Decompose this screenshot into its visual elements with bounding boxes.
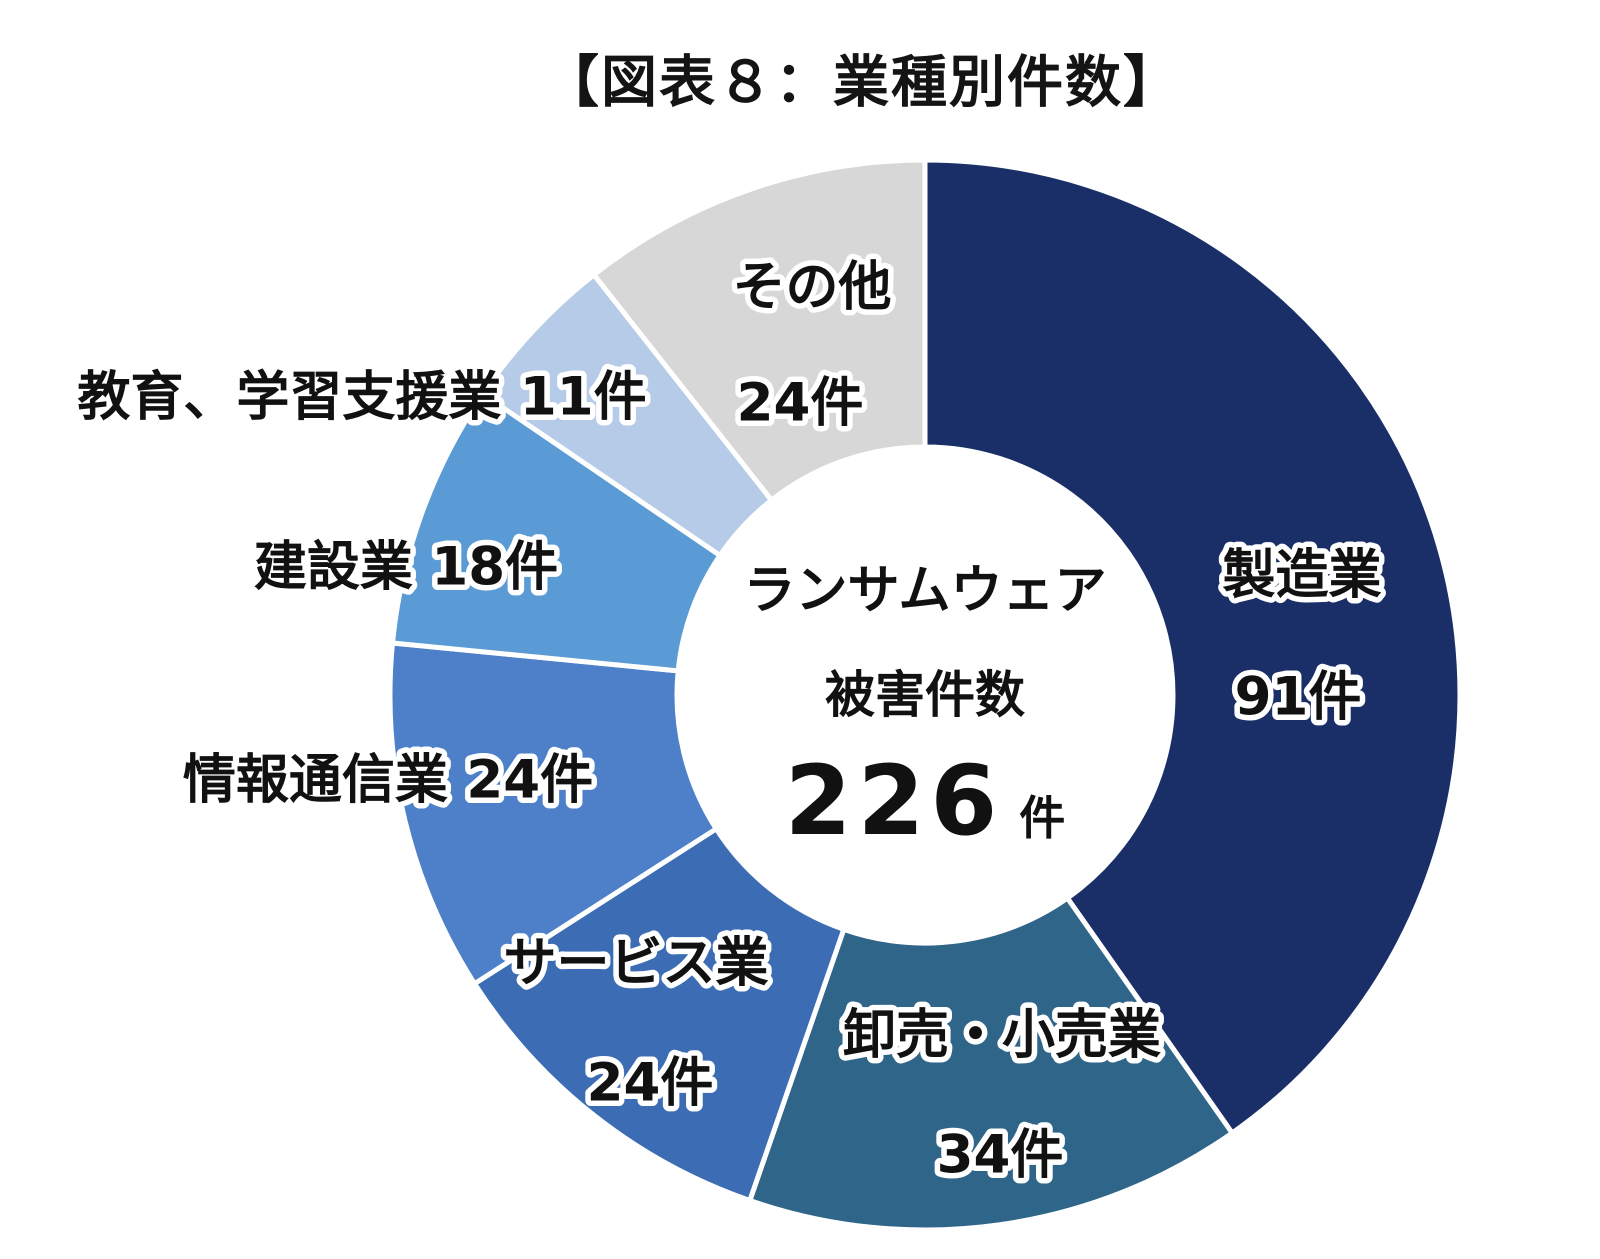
slice-label-2-line2: 24件 bbox=[587, 1053, 714, 1114]
slice-label-0-line2: 91件 bbox=[1235, 667, 1362, 728]
pie-slice-1 bbox=[747, 895, 1235, 1233]
slice-label-1-line1: 卸売・小売業 bbox=[843, 1005, 1161, 1066]
pie-slice-6 bbox=[591, 157, 928, 503]
slice-label-3: 情報通信業 24件 bbox=[183, 750, 593, 811]
slice-label-2-line1: サービス業 bbox=[504, 933, 769, 994]
pie-slice-0 bbox=[922, 157, 1463, 1136]
pie-slice-3 bbox=[387, 640, 719, 987]
slice-label-6-line1: その他 bbox=[733, 257, 892, 318]
donut-center-label: ランサムウェア 被害件数 226 件 bbox=[744, 548, 1107, 857]
center-label-line2: 被害件数 bbox=[825, 666, 1025, 724]
slice-label-5: 教育、学習支援業 11件 bbox=[77, 367, 646, 428]
center-total-unit: 件 bbox=[1019, 791, 1066, 845]
center-total-row: 226 件 bbox=[744, 745, 1107, 857]
slice-label-6-line2: 24件 bbox=[737, 373, 864, 434]
slice-label-4: 建設業 18件 bbox=[254, 537, 558, 598]
slice-label-1-line2: 34件 bbox=[937, 1125, 1064, 1186]
chart-title: 【図表８：業種別件数】 bbox=[543, 50, 1181, 116]
slice-label-0-line1: 製造業 bbox=[1223, 545, 1382, 606]
center-total-value: 226 bbox=[784, 745, 1004, 857]
pie-slice-2 bbox=[472, 826, 847, 1203]
center-label-line1: ランサムウェア bbox=[743, 561, 1107, 621]
